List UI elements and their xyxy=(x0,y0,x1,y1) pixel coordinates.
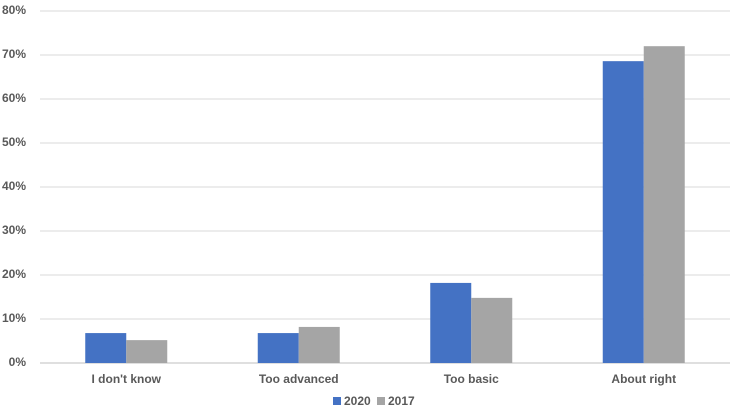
y-tick-label: 60% xyxy=(2,91,26,105)
bar xyxy=(643,46,685,363)
x-tick-label: About right xyxy=(611,372,676,386)
bar xyxy=(602,61,644,363)
y-tick-label: 80% xyxy=(2,3,26,17)
bar xyxy=(430,282,472,363)
y-tick-label: 30% xyxy=(2,223,26,237)
legend-label: 2017 xyxy=(388,394,415,408)
bar xyxy=(471,297,513,363)
bar xyxy=(126,340,168,363)
bar xyxy=(298,326,340,363)
bar xyxy=(85,333,127,363)
y-tick-label: 10% xyxy=(2,311,26,325)
x-tick-label: I don't know xyxy=(91,372,161,386)
legend-swatch xyxy=(333,397,341,405)
x-tick-label: Too advanced xyxy=(259,372,339,386)
y-tick-label: 0% xyxy=(9,355,27,369)
bar xyxy=(257,333,299,363)
legend-swatch xyxy=(377,397,385,405)
legend-label: 2020 xyxy=(344,394,371,408)
x-tick-label: Too basic xyxy=(444,372,499,386)
y-tick-label: 20% xyxy=(2,267,26,281)
y-tick-label: 50% xyxy=(2,135,26,149)
y-tick-label: 70% xyxy=(2,47,26,61)
y-tick-label: 40% xyxy=(2,179,26,193)
